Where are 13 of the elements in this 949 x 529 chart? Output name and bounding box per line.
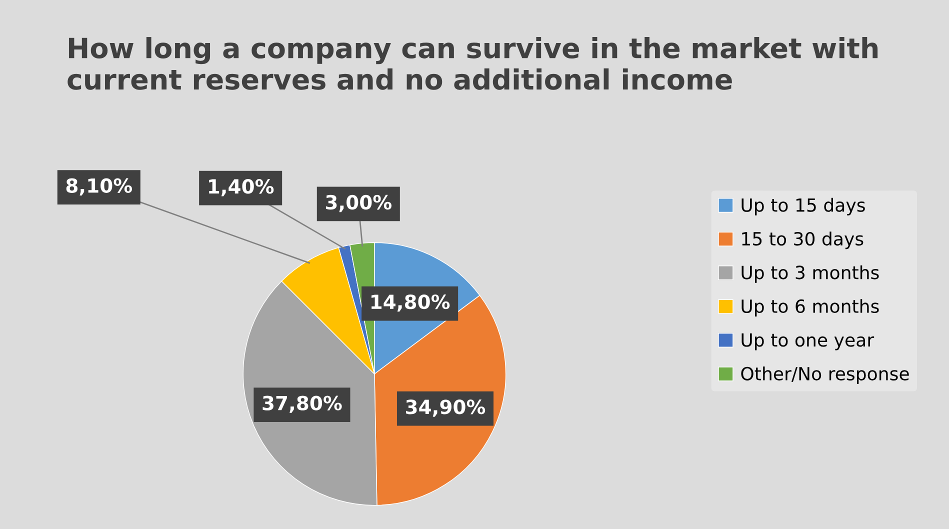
legend-label: Up to 6 months xyxy=(742,299,879,317)
legend-label: 15 to 30 days xyxy=(742,232,864,250)
legend-label: Up to 15 days xyxy=(742,198,865,216)
data-label: 3,00% xyxy=(326,194,392,212)
chart-title: How long a company can survive in the market with current reserves and no additional income xyxy=(68,37,878,90)
data-label: 14,80% xyxy=(372,294,450,312)
data-label: 34,90% xyxy=(406,400,486,417)
data-label: 1,40% xyxy=(209,179,274,196)
legend-label: Up to one year xyxy=(742,333,874,350)
legend-label: Other/No response xyxy=(741,366,909,384)
legend-label: Up to 3 months xyxy=(742,265,879,283)
data-label: 37,80% xyxy=(262,396,342,413)
data-label: 8,10% xyxy=(66,178,132,196)
